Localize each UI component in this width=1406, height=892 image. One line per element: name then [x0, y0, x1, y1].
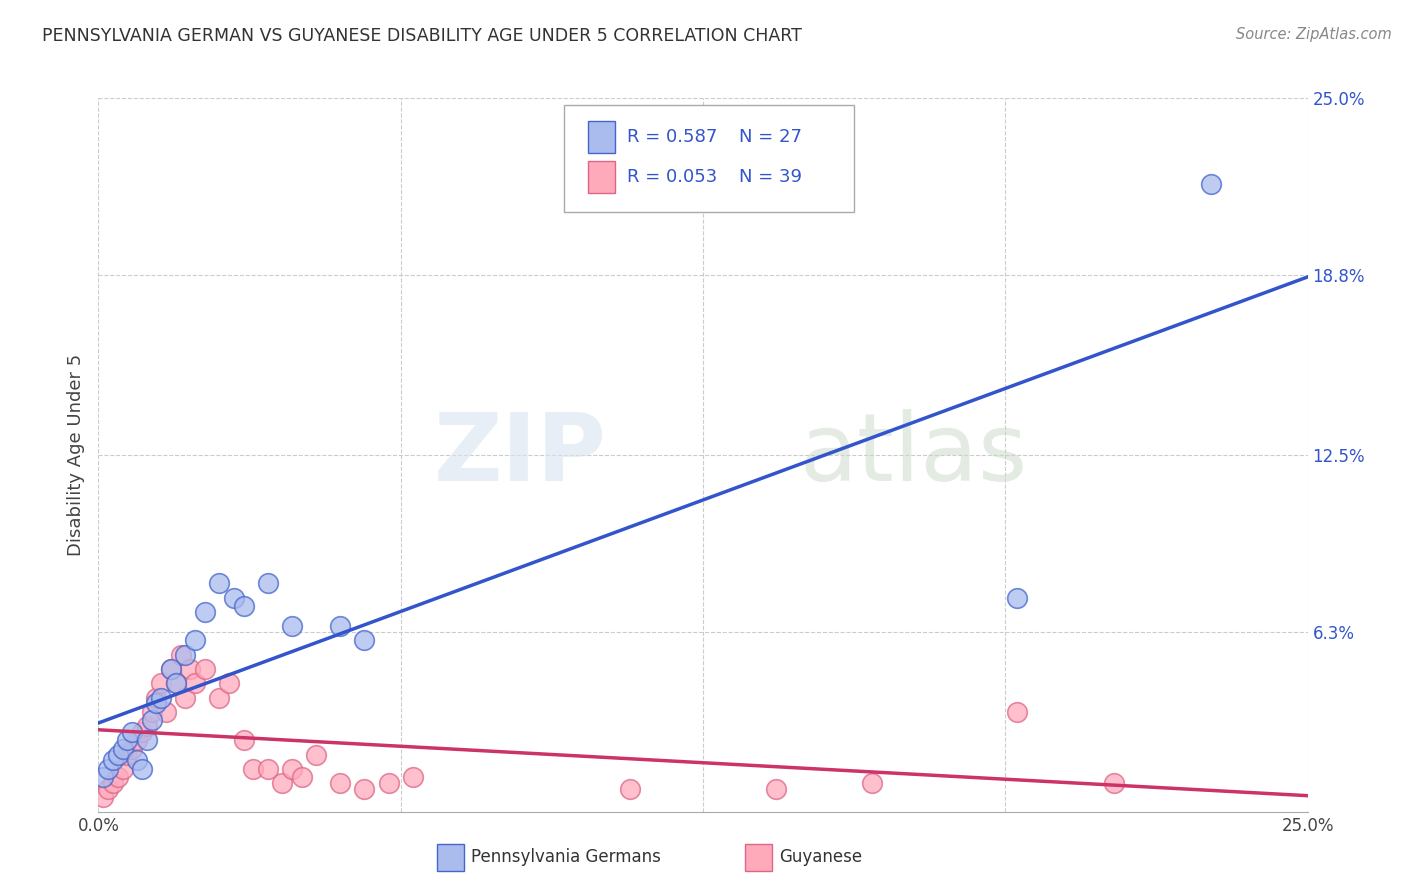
FancyBboxPatch shape: [588, 121, 614, 153]
Point: [127, 753, 149, 767]
Point: [184, 633, 207, 648]
Point: [131, 724, 153, 739]
Point: [165, 676, 187, 690]
Point: [208, 690, 231, 705]
Point: [107, 747, 129, 762]
Point: [194, 605, 217, 619]
FancyBboxPatch shape: [564, 105, 855, 212]
Point: [111, 762, 134, 776]
Point: [107, 771, 129, 785]
Point: [1007, 591, 1029, 605]
Text: N = 39: N = 39: [740, 168, 803, 186]
Point: [117, 747, 139, 762]
Point: [329, 776, 352, 790]
Point: [184, 676, 207, 690]
Point: [242, 762, 264, 776]
Point: [1102, 776, 1125, 790]
Point: [145, 690, 167, 705]
Point: [121, 742, 143, 756]
Point: [174, 690, 197, 705]
FancyBboxPatch shape: [745, 844, 772, 871]
Point: [1007, 705, 1029, 719]
Point: [271, 776, 294, 790]
Point: [222, 591, 245, 605]
Text: N = 27: N = 27: [740, 128, 803, 146]
Point: [232, 733, 254, 747]
Point: [160, 662, 183, 676]
FancyBboxPatch shape: [437, 844, 464, 871]
Point: [160, 662, 183, 676]
Point: [619, 781, 641, 796]
Point: [150, 676, 173, 690]
Point: [353, 633, 375, 648]
Text: ZIP: ZIP: [433, 409, 606, 501]
Text: PENNSYLVANIA GERMAN VS GUYANESE DISABILITY AGE UNDER 5 CORRELATION CHART: PENNSYLVANIA GERMAN VS GUYANESE DISABILI…: [42, 27, 801, 45]
Point: [127, 733, 149, 747]
Point: [121, 724, 143, 739]
Point: [165, 676, 187, 690]
Point: [155, 705, 177, 719]
Text: atlas: atlas: [800, 409, 1028, 501]
Point: [377, 776, 399, 790]
Point: [290, 771, 312, 785]
Point: [169, 648, 191, 662]
Point: [174, 648, 197, 662]
Point: [860, 776, 883, 790]
Point: [97, 762, 120, 776]
Point: [135, 733, 157, 747]
Point: [329, 619, 352, 633]
Point: [232, 599, 254, 614]
Text: R = 0.053: R = 0.053: [627, 168, 717, 186]
Point: [281, 762, 304, 776]
Point: [194, 662, 217, 676]
FancyBboxPatch shape: [588, 161, 614, 193]
Point: [305, 747, 328, 762]
Point: [145, 696, 167, 710]
Point: [402, 771, 425, 785]
Point: [101, 753, 124, 767]
Text: Guyanese: Guyanese: [779, 848, 862, 866]
Point: [141, 714, 163, 728]
Point: [150, 690, 173, 705]
Point: [91, 771, 114, 785]
Point: [353, 781, 375, 796]
Text: Source: ZipAtlas.com: Source: ZipAtlas.com: [1236, 27, 1392, 42]
Point: [91, 790, 114, 805]
Text: R = 0.587: R = 0.587: [627, 128, 717, 146]
Point: [256, 576, 278, 591]
Point: [135, 719, 157, 733]
Point: [141, 705, 163, 719]
Y-axis label: Disability Age Under 5: Disability Age Under 5: [66, 354, 84, 556]
Text: Pennsylvania Germans: Pennsylvania Germans: [471, 848, 661, 866]
Point: [101, 776, 124, 790]
Point: [131, 762, 153, 776]
Point: [1199, 177, 1222, 191]
Point: [179, 662, 201, 676]
Point: [256, 762, 278, 776]
Point: [208, 576, 231, 591]
Point: [765, 781, 787, 796]
Point: [281, 619, 304, 633]
Point: [117, 733, 139, 747]
Point: [111, 742, 134, 756]
Point: [97, 781, 120, 796]
Point: [218, 676, 240, 690]
